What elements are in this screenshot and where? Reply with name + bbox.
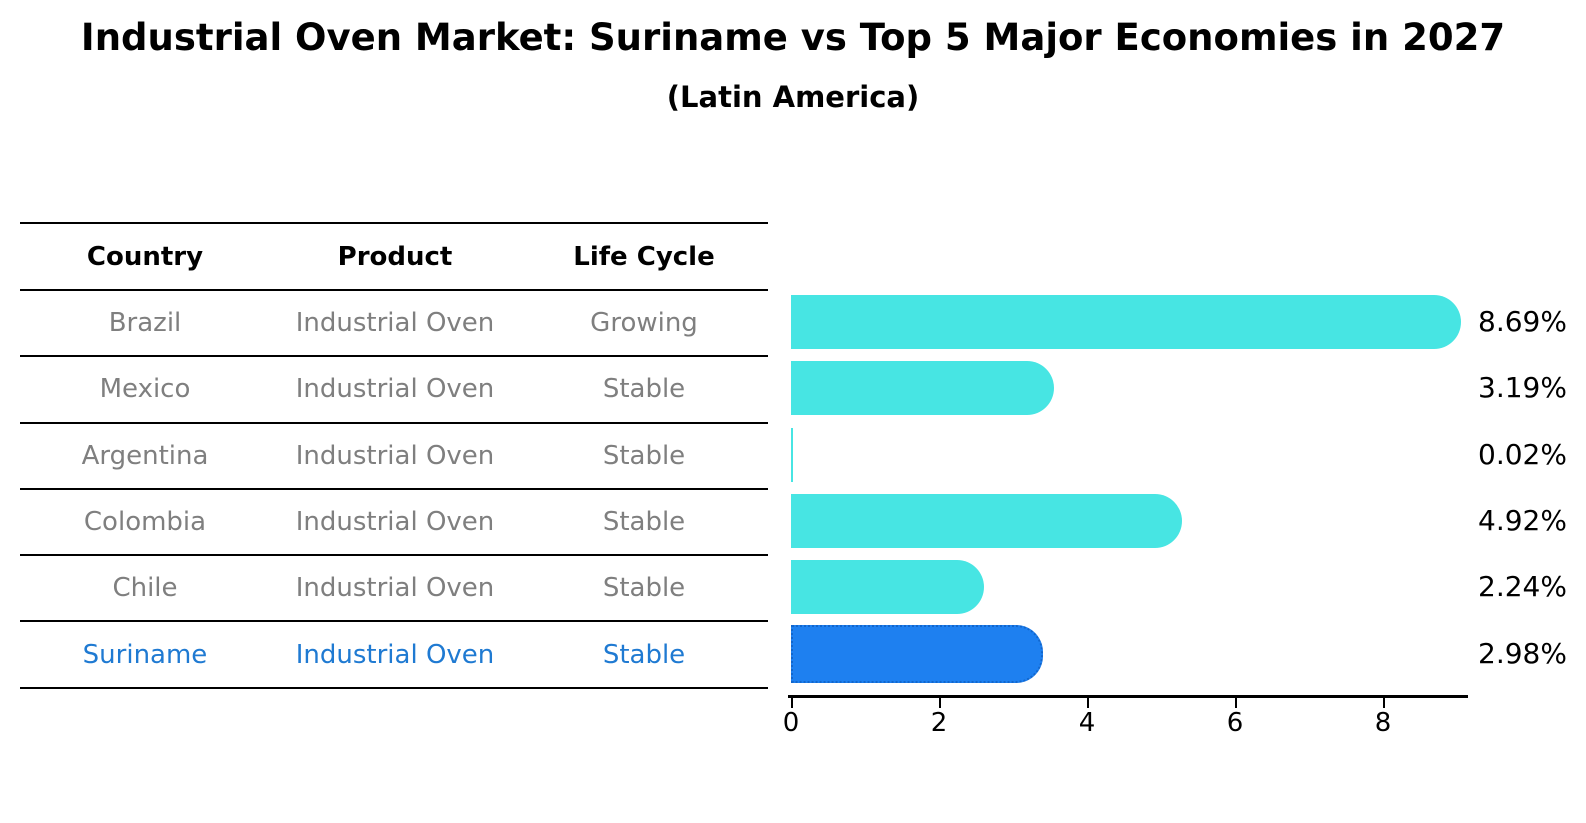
- bar-mexico: [791, 361, 1055, 416]
- table-row: Mexico Industrial Oven Stable: [20, 357, 768, 424]
- cell-country: Chile: [112, 573, 178, 604]
- x-axis-tick-label: 0: [782, 708, 800, 738]
- bar-argentina: [791, 427, 793, 482]
- table-row: Chile Industrial Oven Stable: [20, 556, 768, 623]
- cell-country: Colombia: [83, 507, 207, 538]
- cell-product: Industrial Oven: [295, 374, 495, 405]
- cell-life-cycle: Stable: [602, 440, 686, 471]
- cell-life-cycle: Stable: [602, 573, 686, 604]
- chart-title: Industrial Oven Market: Suriname vs Top …: [80, 16, 1506, 59]
- bar-brazil: [791, 295, 1462, 350]
- x-axis-tick: [791, 698, 793, 708]
- column-header-product: Product: [337, 241, 453, 272]
- value-label-argentina: 0.02%: [1478, 437, 1567, 471]
- value-label-suriname: 2.98%: [1478, 636, 1567, 670]
- x-axis-tick: [1383, 698, 1385, 708]
- x-axis-tick: [1235, 698, 1237, 708]
- cell-product: Industrial Oven: [295, 573, 495, 604]
- cell-product: Industrial Oven: [295, 507, 495, 538]
- x-axis-tick: [1087, 698, 1089, 708]
- cell-country: Argentina: [81, 440, 209, 471]
- x-axis-tick-label: 2: [930, 708, 948, 738]
- table-row: Suriname Industrial Oven Stable: [20, 622, 768, 689]
- cell-life-cycle: Stable: [602, 374, 686, 405]
- column-header-country: Country: [86, 241, 204, 272]
- cell-product: Industrial Oven: [295, 440, 495, 471]
- bar-suriname: [791, 624, 1043, 683]
- cell-country: Mexico: [99, 374, 191, 405]
- cell-life-cycle: Stable: [602, 639, 686, 670]
- chart-subtitle: (Latin America): [666, 80, 920, 114]
- value-label-mexico: 3.19%: [1478, 371, 1567, 405]
- x-axis-line: [788, 695, 1468, 698]
- cell-country: Suriname: [82, 639, 208, 670]
- table-row: Argentina Industrial Oven Stable: [20, 424, 768, 490]
- column-header-life-cycle: Life Cycle: [573, 241, 715, 272]
- cell-life-cycle: Stable: [602, 507, 686, 538]
- cell-country: Brazil: [108, 308, 182, 339]
- table-header-row: Country Product Life Cycle: [20, 222, 768, 291]
- x-axis-tick: [939, 698, 941, 708]
- cell-life-cycle: Growing: [590, 308, 698, 339]
- table-row: Brazil Industrial Oven Growing: [20, 291, 768, 358]
- x-axis-tick-label: 4: [1078, 708, 1096, 738]
- country-table: Country Product Life Cycle Brazil Industr…: [20, 222, 768, 689]
- cell-product: Industrial Oven: [295, 308, 495, 339]
- bar-colombia: [791, 494, 1183, 549]
- bar-chile: [791, 560, 984, 615]
- value-label-brazil: 8.69%: [1478, 305, 1567, 339]
- x-axis-tick-label: 8: [1374, 708, 1392, 738]
- value-label-chile: 2.24%: [1478, 570, 1567, 604]
- x-axis-tick-label: 6: [1226, 708, 1244, 738]
- value-label-colombia: 4.92%: [1478, 504, 1567, 538]
- table-row: Colombia Industrial Oven Stable: [20, 490, 768, 557]
- table-body: Brazil Industrial Oven Growing Mexico Indust…: [20, 291, 768, 689]
- cell-product: Industrial Oven: [295, 639, 495, 670]
